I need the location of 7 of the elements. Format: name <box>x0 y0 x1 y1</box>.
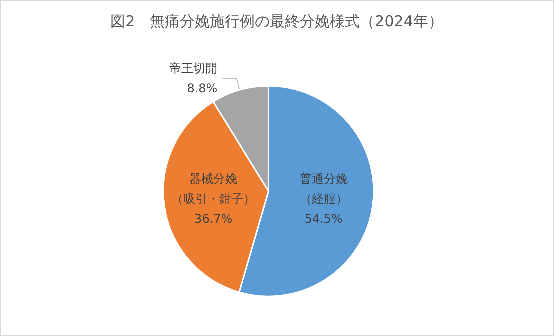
data-label: 54.5% <box>304 212 343 226</box>
slice-label: 帝王切開 <box>170 62 218 76</box>
slice-label: 器械分娩（吸引・鉗子） <box>172 172 256 206</box>
data-label: 36.7% <box>194 212 233 226</box>
data-label: 8.8% <box>187 82 218 96</box>
slice-label: 普通分娩（経腟） <box>300 172 348 206</box>
chart-title: 図2 無痛分娩施行例の最終分娩様式（2024年） <box>110 12 444 30</box>
